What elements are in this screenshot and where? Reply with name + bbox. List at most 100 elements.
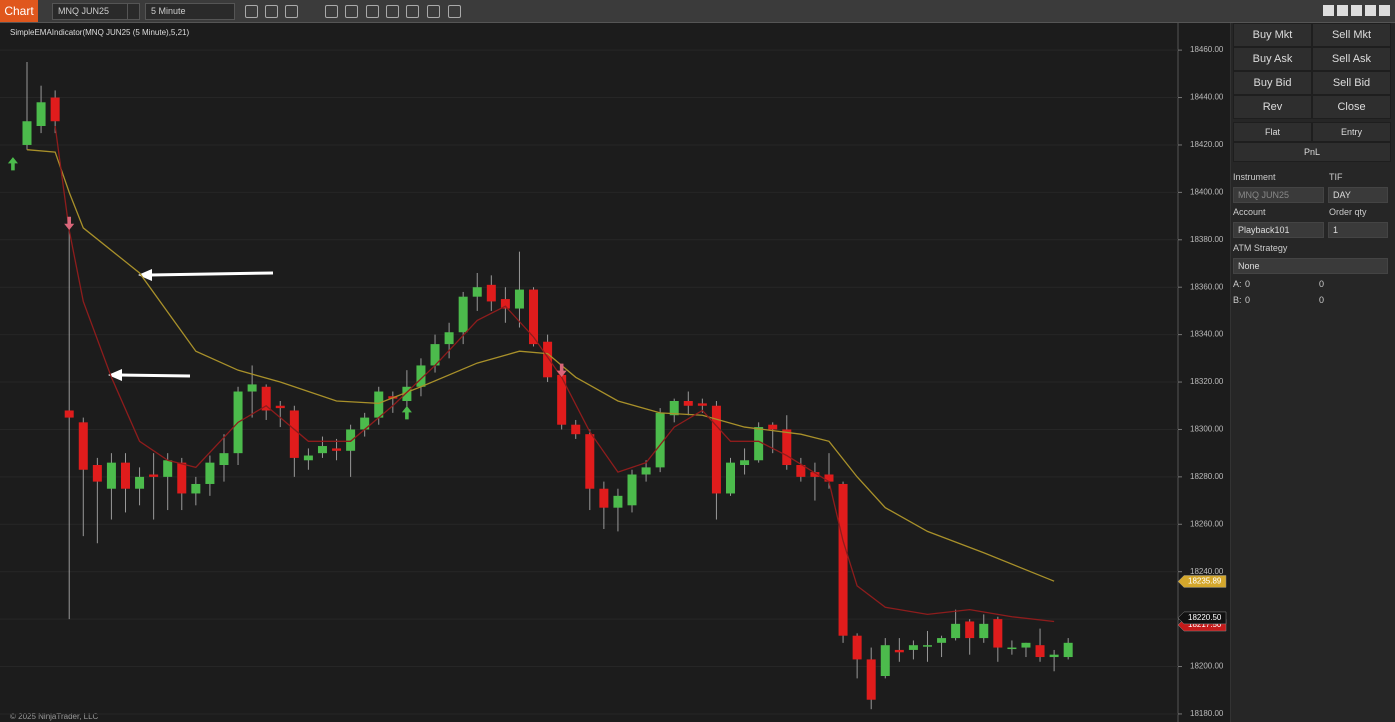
candle-body: [669, 401, 679, 416]
window-button[interactable]: [1379, 5, 1390, 16]
instrument-select[interactable]: MNQ JUN25: [52, 3, 131, 20]
candle-body: [922, 645, 932, 647]
price-tag: [1177, 611, 1227, 625]
y-tick-label: 18440.00: [1190, 93, 1224, 102]
sell-signal: [556, 363, 567, 377]
tool-icon[interactable]: [386, 5, 399, 18]
candle-body: [1021, 642, 1031, 648]
flat-button[interactable]: Flat: [1233, 122, 1312, 142]
label: A:: [1233, 279, 1242, 289]
y-tick-label: 18320.00: [1190, 377, 1224, 386]
window-button[interactable]: [1323, 5, 1334, 16]
instrument-field[interactable]: MNQ JUN25: [1233, 187, 1324, 203]
tool-icon[interactable]: [265, 5, 278, 18]
label: B:: [1233, 295, 1242, 305]
candle-body: [486, 284, 496, 302]
order-button[interactable]: Close: [1312, 95, 1391, 119]
candle-body: [177, 462, 187, 494]
label: Account: [1233, 207, 1266, 217]
candle-body: [1007, 647, 1017, 650]
candle-body: [1063, 642, 1073, 658]
candle-body: [993, 619, 1003, 648]
y-tick-label: 18340.00: [1190, 330, 1224, 339]
candle-body: [627, 474, 637, 506]
candle-body: [430, 344, 440, 366]
tif-field[interactable]: DAY: [1328, 187, 1388, 203]
window-button[interactable]: [1351, 5, 1362, 16]
candle-body: [261, 386, 271, 411]
y-tick-label: 18420.00: [1190, 140, 1224, 149]
candle-body: [585, 434, 595, 489]
order-button[interactable]: Buy Mkt: [1233, 23, 1312, 47]
chart: SimpleEMAIndicator(MNQ JUN25 (5 Minute),…: [0, 23, 1227, 722]
value: 0: [1319, 279, 1325, 289]
candle-body: [458, 296, 468, 333]
window-button[interactable]: [1337, 5, 1348, 16]
tool-icon[interactable]: [406, 5, 419, 18]
order-button[interactable]: Sell Mkt: [1312, 23, 1391, 47]
candle-body: [247, 384, 257, 392]
buy-signal: [7, 157, 18, 171]
candle-body: [571, 424, 581, 435]
candle-body: [810, 472, 820, 477]
candle-body: [543, 341, 553, 378]
pnl-button[interactable]: PnL: [1233, 142, 1391, 162]
candle-body: [472, 287, 482, 297]
label: TIF: [1329, 172, 1343, 182]
candle-body: [655, 412, 665, 468]
instrument-dropdown[interactable]: [127, 3, 140, 20]
candle-body: [683, 401, 693, 406]
account-field[interactable]: Playback101: [1233, 222, 1324, 238]
copyright: © 2025 NinjaTrader, LLC: [10, 712, 99, 721]
candle-body: [782, 429, 792, 466]
candle-body: [951, 623, 961, 639]
tool-icon[interactable]: [345, 5, 358, 18]
y-tick-label: 18360.00: [1190, 282, 1224, 291]
candle-body: [641, 467, 651, 475]
atm-field[interactable]: None: [1233, 258, 1388, 274]
candle-body: [205, 462, 215, 484]
price-tag: [1177, 575, 1227, 588]
candle-body: [135, 476, 145, 489]
order-button[interactable]: Sell Ask: [1312, 47, 1391, 71]
candle-body: [937, 638, 947, 643]
toolbar: Chart MNQ JUN25 5 Minute: [0, 0, 1395, 23]
candle-body: [120, 462, 130, 489]
candle-body: [838, 483, 848, 636]
qty-field[interactable]: 1: [1328, 222, 1388, 238]
order-button[interactable]: Rev: [1233, 95, 1312, 119]
label: ATM Strategy: [1233, 243, 1288, 253]
window-button[interactable]: [1365, 5, 1376, 16]
label: Instrument: [1233, 172, 1276, 182]
candle-body: [880, 645, 890, 677]
order-button[interactable]: Sell Bid: [1312, 71, 1391, 95]
candle-body: [965, 621, 975, 639]
indicator-label: SimpleEMAIndicator(MNQ JUN25 (5 Minute),…: [10, 28, 190, 37]
y-tick-label: 18460.00: [1190, 45, 1224, 54]
interval-select[interactable]: 5 Minute: [145, 3, 235, 20]
order-button[interactable]: Buy Bid: [1233, 71, 1312, 95]
candle-body: [106, 462, 116, 489]
candle-body: [444, 332, 454, 345]
candle-body: [289, 410, 299, 458]
tool-icon[interactable]: [427, 5, 440, 18]
tool-icon[interactable]: [366, 5, 379, 18]
entry-button[interactable]: Entry: [1312, 122, 1391, 142]
tool-icon[interactable]: [448, 5, 461, 18]
tool-icon[interactable]: [325, 5, 338, 18]
candle-body: [191, 483, 201, 494]
candle-body: [416, 365, 426, 387]
candle-body: [1035, 645, 1045, 658]
candle-body: [613, 495, 623, 508]
candle-body: [22, 121, 32, 145]
candle-body: [796, 465, 806, 477]
tool-icon[interactable]: [285, 5, 298, 18]
y-tick-label: 18260.00: [1190, 519, 1224, 528]
candle-body: [754, 427, 764, 461]
order-button[interactable]: Buy Ask: [1233, 47, 1312, 71]
chart-tab[interactable]: Chart: [0, 0, 38, 22]
candle-body: [346, 429, 356, 451]
tool-icon[interactable]: [245, 5, 258, 18]
buy-signal: [401, 406, 412, 420]
